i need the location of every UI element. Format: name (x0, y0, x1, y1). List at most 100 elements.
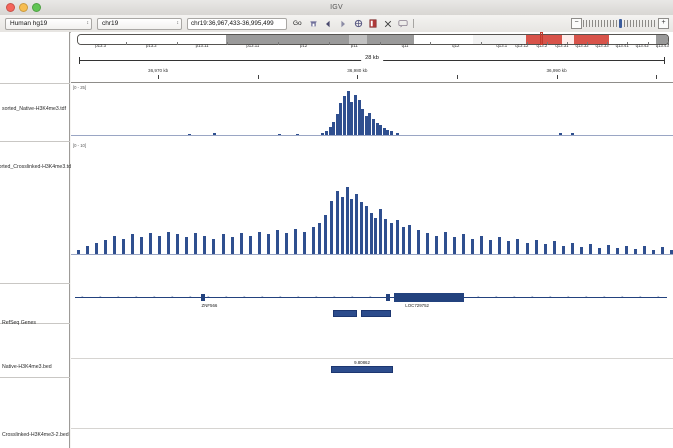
gene-strand-arrow: > (495, 294, 498, 299)
coverage-bar (453, 237, 456, 254)
name-row-crosslinked-tdf[interactable]: sorted_Crosslinked-H3K4me3.tdf (0, 142, 73, 284)
gene-feature-block[interactable] (333, 310, 357, 317)
name-row-native-tdf[interactable]: sorted_Native-H3K4me3.tdf (0, 84, 70, 142)
genome-select-value: Human hg19 (10, 20, 48, 27)
zoom-out-button[interactable]: − (571, 18, 582, 29)
coverage-bar (368, 113, 371, 135)
cytoband-segment (561, 35, 574, 44)
zoom-tick[interactable] (627, 20, 628, 27)
zoom-tick[interactable] (636, 20, 637, 27)
zoom-slider[interactable]: − + (571, 18, 669, 29)
cytoband-segment (609, 35, 657, 44)
zoom-tick[interactable] (639, 20, 640, 27)
popup-behavior-icon[interactable] (398, 18, 409, 30)
coverage-bar (321, 133, 324, 135)
zoom-tick[interactable] (654, 20, 655, 27)
coverage-bar (435, 236, 438, 254)
genome-select[interactable]: Human hg19 ↕ (5, 17, 92, 30)
coverage-bar (634, 249, 637, 254)
zoom-tick[interactable] (616, 20, 617, 27)
gene-strand-arrow: > (513, 294, 516, 299)
zoom-tick[interactable] (645, 20, 646, 27)
chromosome-select[interactable]: chr19 ↕ (97, 17, 182, 30)
igv-toolbar: Human hg19 ↕ chr19 ↕ chr19:36,967,433-36… (0, 15, 673, 33)
span-cap-right (664, 57, 665, 64)
zoom-tick[interactable] (642, 20, 643, 27)
coverage-track-native[interactable]: [0 - 25] (71, 84, 673, 143)
back-arrow-icon[interactable] (323, 18, 334, 30)
zoom-ticks[interactable] (583, 19, 657, 29)
coverage-bar (374, 218, 377, 254)
coverage-bar (580, 247, 583, 254)
chromosome-ideogram[interactable]: p13.3 p13.2 p13.11 p13.11 p12 p11 q11 q12 q13.1 q… (71, 32, 673, 54)
name-row-crosslinked-bed[interactable]: Crosslinked-H3K4me3-2.bed (0, 378, 70, 448)
zoom-tick[interactable] (595, 20, 596, 27)
forward-arrow-icon[interactable] (338, 18, 349, 30)
feature-track-native-bed[interactable]: 9.80862 (71, 324, 673, 379)
zoom-tick[interactable] (598, 20, 599, 27)
maximize-window-button[interactable] (32, 3, 41, 12)
ideogram-bands[interactable] (77, 34, 669, 45)
coverage-bar (652, 250, 655, 254)
zoom-tick[interactable] (651, 20, 652, 27)
coverage-bar (325, 131, 328, 135)
cytoband-labels: p13.3 p13.2 p13.11 p13.11 p12 p11 q11 q12 q13.1 q… (77, 42, 669, 52)
genome-ruler[interactable]: 28 kb 36,970 kb 36,980 kb 36,990 kb (71, 54, 673, 85)
peak-feature-native[interactable] (331, 366, 393, 373)
cytoband-label: q13.31 (555, 43, 569, 48)
name-row-native-bed[interactable]: Native-H3K4me3.bed (0, 324, 70, 378)
cytoband-segment (656, 35, 668, 44)
zoom-tick[interactable] (607, 20, 608, 27)
cytoband-label: p13.11 (246, 43, 260, 48)
name-row-refseq[interactable]: RefSeq Genes (0, 284, 70, 326)
refresh-icon[interactable] (353, 18, 364, 30)
gene-exon[interactable] (394, 293, 464, 302)
coverage-bar (553, 241, 556, 254)
home-icon[interactable] (308, 18, 319, 30)
zoom-tick[interactable] (601, 20, 602, 27)
zoom-tick[interactable] (604, 20, 605, 27)
track-name-panel: sorted_Native-H3K4me3.tdf sorted_Crossli… (0, 32, 73, 448)
cytoband-label: p12 (299, 43, 308, 48)
zoom-slider-thumb[interactable] (619, 19, 622, 28)
coverage-bar (278, 134, 281, 135)
gene-exon[interactable] (201, 294, 205, 301)
cytoband-segment (349, 35, 368, 44)
zoom-tick[interactable] (624, 20, 625, 27)
region-tool-icon[interactable] (368, 18, 379, 30)
zoom-tick[interactable] (589, 20, 590, 27)
zoom-tick[interactable] (630, 20, 631, 27)
cytoband-divider (647, 42, 649, 45)
clear-regions-icon[interactable] (383, 18, 394, 30)
cytoband-segment (78, 35, 226, 44)
zoom-in-button[interactable]: + (658, 18, 669, 29)
coverage-track-crosslinked[interactable]: [0 - 10] (71, 142, 673, 285)
gene-exon[interactable] (386, 294, 390, 301)
coverage-bar (372, 119, 375, 135)
coverage-bar (339, 103, 342, 135)
zoom-tick[interactable] (592, 20, 593, 27)
ruler-tick-label: 36,980 kb (347, 68, 368, 73)
minimize-window-button[interactable] (19, 3, 28, 12)
zoom-tick[interactable] (613, 20, 614, 27)
coverage-bar (122, 239, 125, 254)
coverage-bar (77, 250, 80, 254)
zoom-tick[interactable] (648, 20, 649, 27)
locus-input[interactable]: chr19:36,967,433-36,995,499 (187, 17, 287, 30)
zoom-tick[interactable] (586, 20, 587, 27)
zoom-tick[interactable] (583, 20, 584, 27)
go-button[interactable]: Go (293, 20, 302, 27)
close-window-button[interactable] (6, 3, 15, 12)
coverage-bar (258, 232, 261, 254)
coverage-bar (426, 233, 429, 254)
gene-track-refseq[interactable]: >>>>>>>>>>>>>>>>>>>>>>>>>>>>>>>>> ZNF566… (71, 284, 673, 325)
coverage-bar (213, 133, 216, 135)
track-label-crosslinked-tdf: sorted_Crosslinked-H3K4me3.tdf (0, 164, 73, 170)
feature-track-crosslinked-bed[interactable]: 5.37725 (71, 378, 673, 448)
zoom-tick[interactable] (633, 20, 634, 27)
window-controls[interactable] (6, 3, 41, 12)
ruler-tick (158, 75, 160, 79)
zoom-tick[interactable] (610, 20, 611, 27)
coverage-bar (471, 239, 474, 254)
gene-feature-block[interactable] (361, 310, 391, 317)
